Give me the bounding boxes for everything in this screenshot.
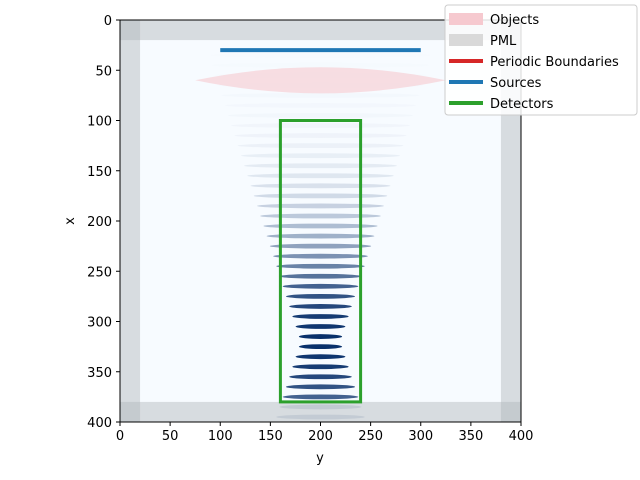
field-fringe — [279, 404, 362, 410]
x-tick-label: 150 — [258, 429, 283, 444]
x-tick-label: 400 — [509, 429, 534, 444]
y-tick-label: 0 — [104, 14, 112, 29]
pml-top — [120, 20, 521, 41]
field-fringe — [210, 52, 431, 58]
field-fringe — [211, 62, 430, 68]
y-tick-label: 50 — [95, 64, 112, 79]
pml-bottom — [120, 401, 521, 422]
field-fringe — [292, 314, 349, 319]
field-fringe — [256, 203, 385, 209]
legend-label: Sources — [490, 76, 542, 91]
x-tick-label: 300 — [408, 429, 433, 444]
pml-right — [500, 20, 521, 422]
y-axis-label: x — [63, 217, 78, 225]
field-fringe — [292, 364, 349, 370]
legend-label: Periodic Boundaries — [490, 55, 619, 70]
pml-region — [120, 20, 521, 422]
field-fringe — [227, 113, 414, 118]
field-fringe — [276, 414, 365, 420]
x-tick-label: 350 — [458, 429, 483, 444]
field-fringe — [234, 133, 407, 138]
field-fringe — [240, 153, 401, 159]
field-fringe — [295, 324, 346, 329]
field-fringe — [266, 233, 375, 239]
legend-label: Objects — [490, 13, 539, 28]
y-axis-ticks: 0 50 100 150 200 250 300 350 400 — [87, 14, 120, 431]
field-fringe — [237, 143, 404, 149]
x-axis-ticks: 0 50 100 150 200 250 300 350 400 — [116, 422, 534, 444]
x-tick-label: 100 — [208, 429, 233, 444]
field-fringe — [298, 344, 343, 350]
legend-swatch — [449, 13, 483, 25]
field-fringe — [253, 193, 388, 199]
field-fringe — [295, 354, 346, 360]
field-fringe — [289, 304, 352, 309]
field-fringe — [260, 213, 381, 219]
field-fringe — [279, 273, 362, 279]
legend-frame — [444, 4, 638, 116]
field-fringes — [210, 52, 431, 420]
field-fringe — [231, 123, 410, 128]
y-tick-label: 250 — [87, 265, 112, 280]
x-axis-label: y — [316, 451, 324, 466]
y-tick-label: 150 — [87, 165, 112, 180]
field-fringe — [285, 293, 356, 299]
x-tick-label: 50 — [162, 429, 179, 444]
legend: Objects PML Periodic Boundaries Sources Dete… — [444, 4, 638, 116]
pml-left — [120, 20, 141, 422]
detectors-layer — [278, 119, 363, 404]
field-fringe — [224, 103, 417, 108]
field-fringe — [285, 384, 356, 390]
field-fringe — [263, 223, 378, 229]
field-fringe — [244, 163, 397, 169]
lens-object — [195, 67, 446, 94]
objects-layer — [195, 67, 446, 94]
field-fringe — [250, 183, 391, 189]
field-fringe — [282, 394, 359, 400]
y-tick-label: 400 — [87, 416, 112, 431]
field-fringe — [269, 243, 372, 249]
detector-box — [278, 119, 363, 404]
legend-swatch — [449, 34, 483, 46]
x-tick-label: 250 — [358, 429, 383, 444]
field-fringe — [289, 374, 352, 380]
y-tick-label: 100 — [87, 115, 112, 130]
y-tick-label: 300 — [87, 316, 112, 331]
field-fringe — [276, 263, 365, 269]
x-tick-label: 0 — [116, 429, 124, 444]
legend-label: PML — [490, 34, 517, 49]
y-tick-label: 350 — [87, 366, 112, 381]
field-fringe — [247, 173, 394, 179]
field-fringe — [282, 283, 359, 289]
field-fringe — [273, 253, 368, 259]
field-fringe — [298, 334, 343, 339]
y-tick-label: 200 — [87, 215, 112, 230]
field-fringe — [221, 92, 420, 98]
legend-label: Detectors — [490, 97, 554, 112]
x-tick-label: 200 — [308, 429, 333, 444]
